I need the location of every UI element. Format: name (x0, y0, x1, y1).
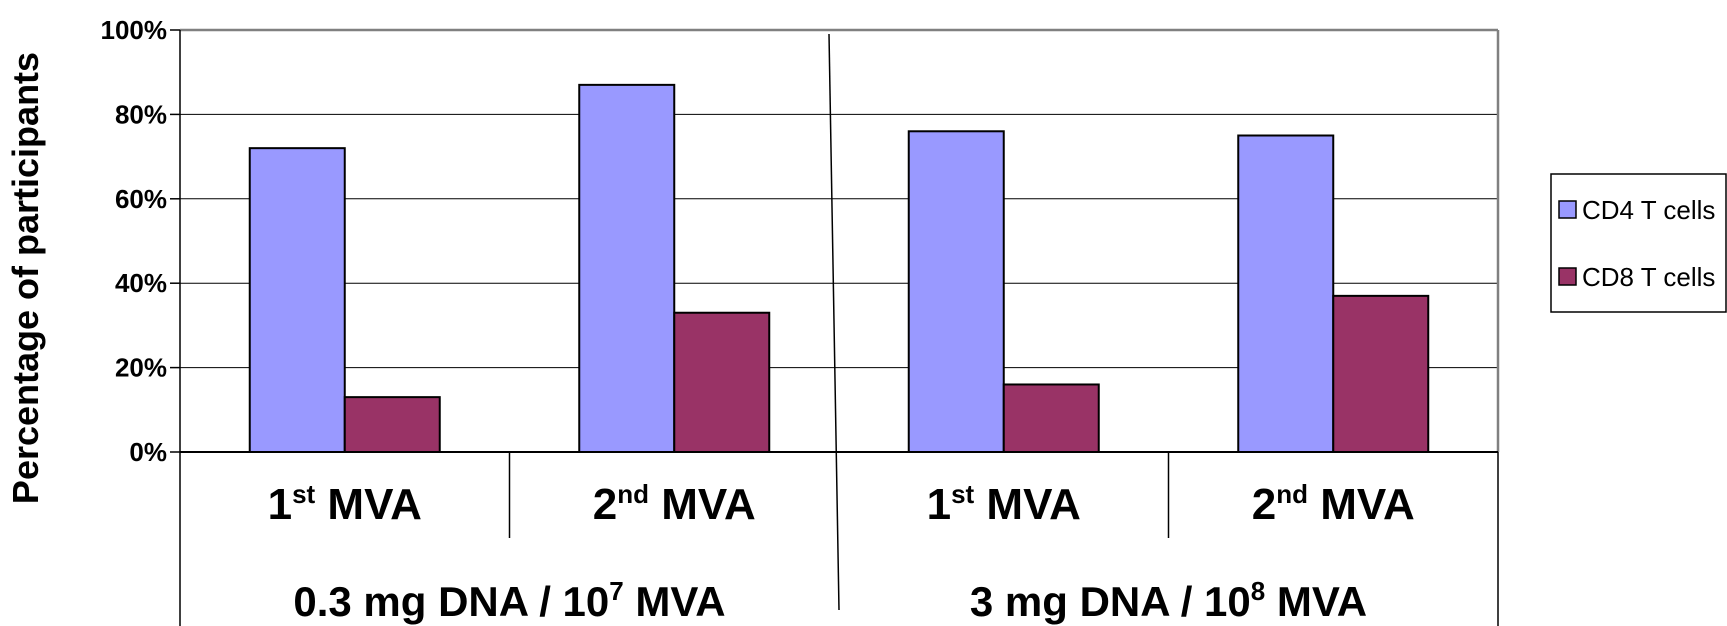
y-tick-label: 80% (115, 99, 167, 129)
legend-label: CD4 T cells (1582, 195, 1715, 225)
bar-cd8-t-cells (1002, 383, 1100, 454)
bar-cd4-t-cells (1237, 134, 1335, 453)
legend-swatch (1558, 267, 1577, 286)
group-label: 3 mg DNA / 108 MVA (970, 576, 1367, 625)
axes (170, 28, 1500, 626)
bar-cd4-t-cells (578, 83, 676, 454)
bar-cd8-t-cells (343, 396, 441, 454)
y-tick-label: 100% (101, 15, 168, 45)
y-tick-label: 60% (115, 184, 167, 214)
y-tick-label: 0% (129, 437, 167, 467)
y-tick-labels: 0% 20% 40% 60% 80% 100% (101, 15, 168, 467)
group-separator (828, 33, 840, 611)
bar-cd8-t-cells (673, 311, 771, 453)
legend-label: CD8 T cells (1582, 262, 1715, 292)
category-label: 2nd MVA (593, 479, 756, 529)
category-label: 1st MVA (927, 479, 1081, 529)
y-tick-label: 20% (115, 353, 167, 383)
y-axis-label: Percentage of participants (5, 52, 46, 504)
y-tick-label: 40% (115, 268, 167, 298)
bars (248, 83, 1430, 454)
bar-cd4-t-cells (907, 130, 1005, 453)
category-label: 1st MVA (268, 479, 422, 529)
legend-box (1550, 173, 1727, 313)
legend-swatch (1558, 200, 1577, 219)
legend: CD4 T cells CD8 T cells (1550, 173, 1727, 313)
group-label: 0.3 mg DNA / 107 MVA (293, 576, 725, 625)
category-labels: 1st MVA 2nd MVA 1st MVA 2nd MVA 0.3 mg DNA /… (268, 479, 1415, 625)
bar-cd8-t-cells (1332, 294, 1430, 453)
bar-cd4-t-cells (248, 147, 346, 453)
category-label: 2nd MVA (1252, 479, 1415, 529)
